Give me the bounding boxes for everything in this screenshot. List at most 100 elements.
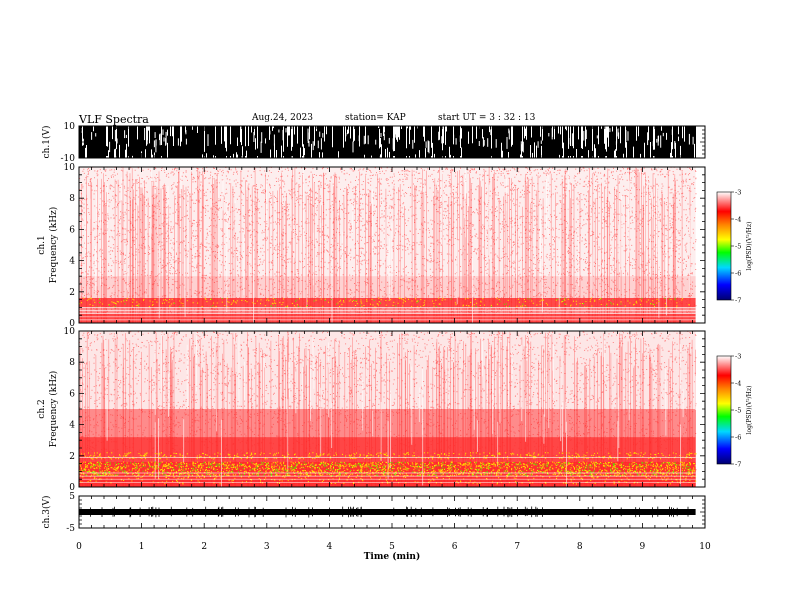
xtick-label-10: 10 xyxy=(699,542,711,552)
ch2-colorbar-tick-label-0: -3 xyxy=(735,353,741,361)
ch2-colorbar-label: log(PSD)(V²/Hz) xyxy=(746,386,753,435)
ch3-waveform-trace xyxy=(79,509,696,515)
ch1-band-0 xyxy=(79,313,696,323)
panel-ticks-2 xyxy=(78,330,706,488)
panel-ticks-3 xyxy=(78,495,706,529)
ch1-waveform-gap xyxy=(106,140,108,147)
xtick-label-8: 8 xyxy=(577,542,583,552)
ch1-colorbar-tick-label-4: -7 xyxy=(735,297,741,305)
ch2-noise xyxy=(79,330,697,488)
ytick-label-1-1: 2 xyxy=(69,288,75,298)
ch1-waveform-gap xyxy=(520,141,522,151)
chart-title: VLF Spectra xyxy=(79,113,149,126)
ch1-waveform-gap xyxy=(363,135,365,145)
ch1-waveform-gap xyxy=(671,129,673,135)
ch1-waveform-gap xyxy=(367,135,369,145)
xtick-label-5: 5 xyxy=(389,542,395,552)
ch1-waveform-gap xyxy=(616,132,618,144)
ch1-waveform-gap xyxy=(125,134,127,138)
ch1-waveform-gap xyxy=(116,138,118,144)
ch1-waveform-gap xyxy=(124,130,126,139)
ytick-label-2-3: 6 xyxy=(69,389,75,399)
ch1-waveform-gap xyxy=(167,129,168,136)
ch1-waveform-gap xyxy=(352,141,354,153)
ylabel-0-0: ch.1(V) xyxy=(41,126,52,159)
ch1-waveform-gap xyxy=(261,132,263,143)
ch1-waveform-gap xyxy=(91,132,93,140)
ch1-waveform-gap xyxy=(483,140,485,146)
ch1-waveform-gap xyxy=(380,138,381,148)
ch1-waveform-gap xyxy=(165,138,167,146)
ch1-waveform-gap xyxy=(506,137,508,149)
ch1-waveform-gap xyxy=(674,141,676,149)
ch2-colorbar-tick-label-2: -5 xyxy=(735,407,741,415)
ch1-waveform-gap xyxy=(273,134,275,146)
ch1-waveform-gap xyxy=(583,130,585,141)
ylabel-3-0: ch.3(V) xyxy=(41,496,52,529)
ch1-waveform-gap xyxy=(154,132,156,138)
ytick-label-1-2: 4 xyxy=(69,257,75,267)
ch1-waveform-gap xyxy=(307,128,309,142)
ch1-yellow-speckle xyxy=(79,297,690,308)
ch1-waveform-gap xyxy=(159,134,160,141)
ch1-waveform-gap xyxy=(81,128,83,133)
ytick-label-2-2: 4 xyxy=(69,421,75,431)
ch1-waveform-gap xyxy=(319,131,321,137)
ch1-spectrogram xyxy=(79,166,697,335)
ch1-waveform-gap xyxy=(678,136,679,142)
ch1-waveform-gap xyxy=(666,132,667,140)
ch1-waveform-gap xyxy=(388,137,390,144)
ch1-band-3 xyxy=(79,276,696,298)
ylabel-1-0: ch.1 xyxy=(37,235,47,254)
ch1-waveform-gap xyxy=(617,128,619,137)
ch1-waveform-gap xyxy=(618,134,619,139)
xtick-label-4: 4 xyxy=(327,542,333,552)
ch2-gaps xyxy=(104,331,696,503)
ch1-waveform-gap xyxy=(375,139,377,145)
ch1-waveform-gap xyxy=(225,130,227,141)
ch1-waveform-gap xyxy=(482,137,484,147)
ch1-colorbar-tick-label-0: -3 xyxy=(735,189,741,197)
ch2-sferic-streaks xyxy=(79,331,696,487)
ch1-waveform-gap xyxy=(260,141,262,153)
ch1-waveform-gap xyxy=(95,133,97,137)
ch1-waveform-gap xyxy=(380,133,382,138)
ch1-waveform-gap xyxy=(652,141,654,147)
ch1-waveform-gap xyxy=(269,130,271,135)
ch1-waveform-gap xyxy=(425,141,427,148)
ch1-waveform-gap xyxy=(345,132,347,137)
ch1-waveform-gap xyxy=(237,137,238,146)
ylabel-2-1: Frequency (kHz) xyxy=(48,371,59,448)
ch1-gaps xyxy=(84,167,691,335)
ch1-colorbar-label: log(PSD)(V²/Hz) xyxy=(746,222,753,271)
ytick-label-2-0: 0 xyxy=(69,483,75,493)
ytick-label-0-1: -10 xyxy=(61,154,76,164)
ch1-waveform-gap xyxy=(155,139,157,146)
ch1-waveform-gap xyxy=(207,134,209,146)
ch1-waveform-gap xyxy=(185,138,187,145)
ch1-waveform-gap xyxy=(609,128,611,133)
ch1-waveform-gap xyxy=(660,135,662,148)
ch1-waveform-gap xyxy=(522,141,524,153)
ch2-spectrogram xyxy=(79,330,697,503)
ytick-label-3-0: 5 xyxy=(69,492,75,502)
ytick-label-3-1: -5 xyxy=(66,524,75,534)
ch1-waveform-gap xyxy=(146,131,148,145)
ytick-label-2-5: 10 xyxy=(64,327,76,337)
ch1-waveform-gap xyxy=(541,133,543,141)
ylabel-2-0: ch.2 xyxy=(37,399,47,418)
ch1-waveform-gap xyxy=(569,138,571,145)
ch1-waveform-gap xyxy=(282,129,284,141)
ch2-colorbar xyxy=(716,355,732,465)
ch1-waveform-gap xyxy=(412,139,414,149)
ch1-waveform-gap xyxy=(347,129,348,135)
start-time-label: start UT = 3 : 32 : 13 xyxy=(438,113,536,123)
xtick-label-0: 0 xyxy=(76,542,82,552)
ch1-waveform-gap xyxy=(478,141,480,146)
ch1-waveform-gap xyxy=(657,135,659,146)
ch1-waveform-gap xyxy=(656,138,658,143)
ytick-label-0-0: 10 xyxy=(64,122,76,132)
ch1-waveform-gap xyxy=(461,128,462,139)
ytick-label-1-0: 0 xyxy=(69,319,75,329)
ch1-waveform-gap xyxy=(487,138,489,147)
